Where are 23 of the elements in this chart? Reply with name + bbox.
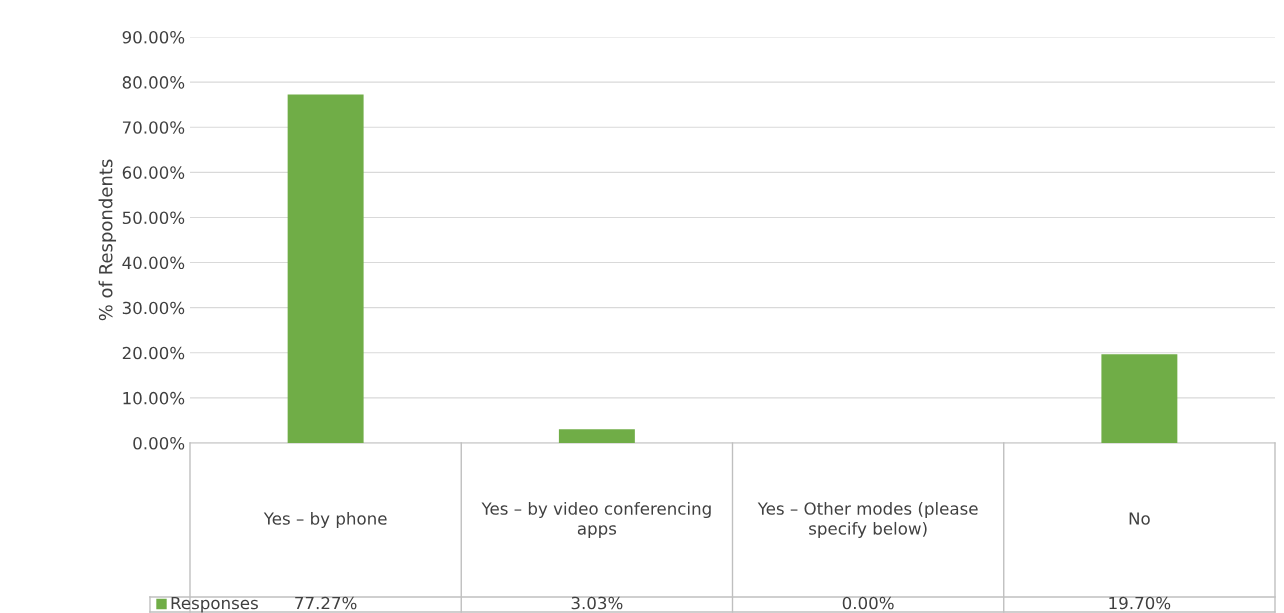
data-label: 19.70% (1109, 596, 1171, 610)
x-tick-label: No (1129, 512, 1150, 525)
data-label: 3.03% (571, 596, 623, 610)
x-tick-label: Yes – Other modes (please specify below) (757, 501, 978, 539)
bar (287, 94, 364, 443)
y-tick-label: 80.00% (122, 76, 185, 89)
y-tick-label: 70.00% (122, 121, 185, 134)
y-tick-label: 0.00% (133, 436, 185, 450)
y-tick-label: 40.00% (122, 256, 185, 270)
data-label: 0.00% (842, 596, 894, 610)
y-tick-label: 10.00% (123, 391, 185, 405)
y-tick-label: 60.00% (122, 166, 185, 179)
data-label: 77.27% (295, 596, 357, 610)
x-tick-label: Yes – by phone (263, 511, 387, 529)
legend-label: Responses (171, 596, 258, 613)
y-tick-label: 30.00% (122, 301, 185, 315)
bar (558, 429, 635, 443)
y-axis-title: % of Respondents (98, 159, 117, 321)
bar (1101, 354, 1178, 443)
y-tick-label: 90.00% (122, 30, 185, 44)
y-tick-label: 50.00% (122, 211, 185, 225)
y-tick-label: 20.00% (122, 346, 185, 360)
x-tick-label: Yes – by video conferencing apps (481, 501, 711, 539)
